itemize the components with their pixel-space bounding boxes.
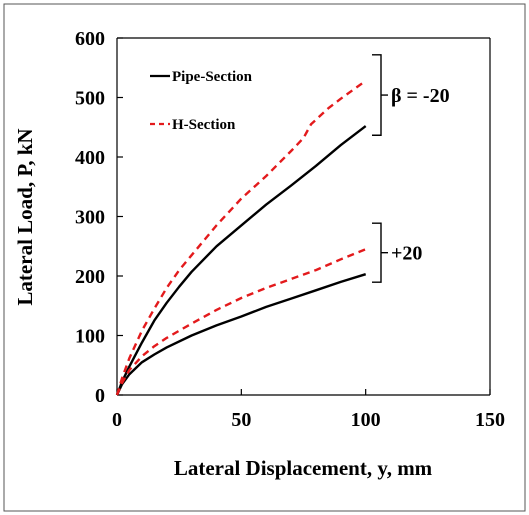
y-tick-label: 600	[75, 28, 105, 50]
y-tick-labels: 0 100 200 300 400 500 600	[75, 28, 105, 407]
y-tick-label: 500	[75, 88, 105, 110]
y-tick-label: 200	[75, 266, 105, 288]
series-line-pipe-section	[115, 125, 367, 396]
group-label: β = -20	[391, 85, 450, 107]
y-axis-title: Lateral Load, P, kN	[13, 128, 37, 305]
x-tick-label: 50	[231, 409, 251, 431]
series-line-h-section	[115, 248, 367, 396]
plot-area: 0 50 100 150 0 100 200 300 400 500 600 β = -20 +20	[75, 28, 505, 431]
x-tick-label: 0	[112, 409, 122, 431]
series-line-h-section	[115, 79, 367, 396]
annotation-layer: β = -20 +20	[372, 54, 450, 283]
y-tick-label: 300	[75, 207, 105, 229]
x-tick-labels: 0 50 100 150	[112, 409, 505, 431]
y-tick-label: 100	[75, 326, 105, 348]
legend-label-pipe-section: Pipe-Section	[172, 69, 253, 85]
group-bracket	[372, 54, 388, 136]
y-tick-marks	[117, 37, 123, 396]
x-tick-label: 100	[351, 409, 381, 431]
series-line-pipe-section	[115, 273, 367, 396]
series-layer	[115, 79, 367, 396]
x-axis-title: Lateral Displacement, y, mm	[174, 456, 433, 480]
chart-frame	[3, 3, 526, 512]
legend-label-h-section: H-Section	[172, 117, 236, 133]
group-bracket	[372, 222, 388, 283]
legend: Pipe-Section H-Section	[150, 69, 253, 133]
group-label: +20	[391, 243, 422, 265]
y-tick-label: 400	[75, 147, 105, 169]
y-tick-label: 0	[95, 385, 105, 407]
x-tick-label: 150	[475, 409, 505, 431]
